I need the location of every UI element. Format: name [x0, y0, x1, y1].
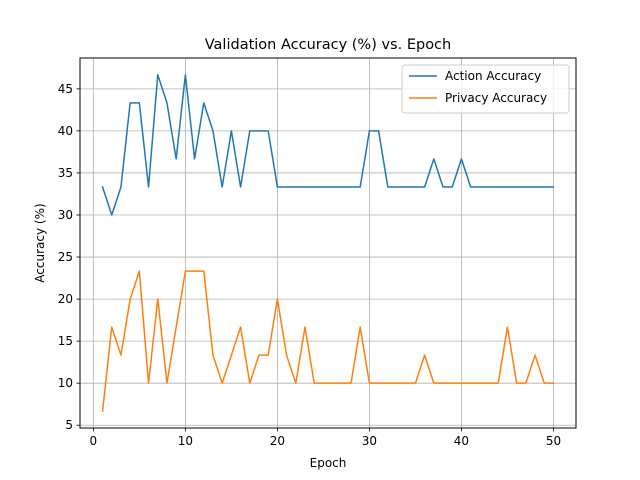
y-tick-label: 20 — [58, 292, 73, 306]
y-tick-label: 45 — [58, 82, 73, 96]
x-tick-label: 30 — [362, 434, 377, 448]
chart-title: Validation Accuracy (%) vs. Epoch — [205, 37, 451, 53]
x-tick-label: 50 — [546, 434, 561, 448]
y-tick-label: 5 — [65, 418, 73, 432]
y-tick-label: 40 — [58, 124, 73, 138]
axis-ticks: 0 10 20 30 40 50 5 10 15 20 25 30 35 40 45 — [58, 82, 561, 448]
x-axis-title: Epoch — [310, 456, 347, 470]
legend-box — [401, 64, 570, 114]
series-line-privacy-accuracy — [101, 270, 555, 413]
y-tick-label: 15 — [58, 334, 73, 348]
x-tick-label: 20 — [270, 434, 285, 448]
y-tick-label: 25 — [58, 250, 73, 264]
y-axis-title: Accuracy (%) — [33, 203, 47, 282]
plot-frame — [79, 57, 577, 429]
series-layer — [101, 74, 555, 413]
legend-label-action: Action Accuracy — [445, 69, 541, 83]
y-tick-label: 35 — [58, 166, 73, 180]
y-tick-label: 30 — [58, 208, 73, 222]
y-tick-label: 10 — [58, 376, 73, 390]
x-tick-label: 0 — [90, 434, 98, 448]
series-line-action-accuracy — [101, 74, 555, 216]
x-tick-label: 10 — [178, 434, 193, 448]
x-tick-label: 40 — [454, 434, 469, 448]
legend: Action Accuracy Privacy Accuracy — [401, 64, 570, 114]
legend-label-privacy: Privacy Accuracy — [445, 91, 547, 105]
